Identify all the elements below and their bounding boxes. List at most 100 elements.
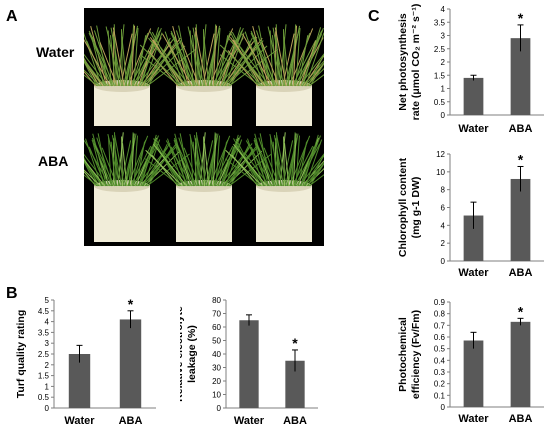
grass-blade [163, 152, 190, 187]
grass-blade [170, 32, 195, 87]
grass-blade [189, 134, 203, 187]
grass-blade [178, 137, 196, 187]
grass-blade [130, 25, 136, 87]
grass-blade [140, 134, 157, 187]
y-tick-label: 0.6 [434, 333, 446, 342]
grass-blade [92, 133, 108, 187]
y-axis-title: Chlorophyll content [397, 157, 409, 257]
grass-blade [300, 27, 324, 87]
y-tick-label: 0 [45, 404, 50, 413]
y-tick-label: 0 [441, 257, 446, 266]
y-axis-title: efficiency (Fv/Fm) [410, 310, 422, 399]
grass-blade [263, 147, 280, 187]
y-tick-label: 4 [441, 5, 446, 14]
grass-blade [181, 41, 200, 87]
grass-blade [91, 137, 115, 187]
x-tick-label: ABA [283, 415, 307, 427]
y-tick-label: 1 [441, 85, 446, 94]
x-tick-label: Water [234, 415, 265, 427]
grass-blade [192, 35, 198, 87]
photo-row-label-water: Water [36, 44, 75, 60]
grass-blade [112, 27, 125, 87]
grass-blade [88, 32, 113, 87]
grass-blade [174, 133, 190, 187]
grass-blade [218, 35, 229, 87]
grass-blade [292, 133, 297, 187]
grass-blade [193, 135, 205, 187]
grass-blade [133, 135, 138, 187]
grass-blade [196, 132, 199, 187]
grass-blade [137, 146, 153, 187]
grass-blade [243, 152, 270, 187]
panel-label-c: C [368, 8, 380, 25]
grass-blade [147, 148, 172, 187]
chart-net-photosynthesis: 0 0.5 1 1.5 2 2.5 3 3.5 4 Water ABA * Net photosynth… [397, 4, 544, 135]
y-tick-label: 1.5 [434, 71, 446, 80]
chart-chlorophyll: 0 2 4 6 8 10 12 Water ABA * Chlorophyll content (mg… [397, 150, 544, 279]
grass-blade [215, 135, 220, 187]
photo-row-label-aba: ABA [38, 153, 69, 169]
grass-blade [133, 28, 139, 87]
grass-blade [170, 30, 197, 87]
grass-blade [224, 158, 261, 187]
bar [239, 320, 259, 408]
pot-body [256, 86, 312, 126]
chart-photochemical-efficiency: 0 0.1 0.2 0.3 0.4 0.5 0.6 0.7 0.8 0.9 Water ABA * Pho… [397, 298, 544, 425]
grass-blade [196, 134, 207, 187]
y-tick-label: 3.5 [434, 18, 446, 27]
y-tick-label: 1 [45, 382, 50, 391]
y-tick-label: 2.5 [38, 350, 50, 359]
x-tick-label: ABA [509, 123, 533, 135]
grass-blade [214, 33, 243, 87]
grass-photo-drawing [57, 24, 359, 242]
grass-blade [228, 37, 268, 87]
y-tick-label: 4.5 [38, 307, 50, 316]
grass-blade [295, 135, 300, 187]
grass-blade [168, 40, 189, 87]
y-tick-label: 0.5 [434, 345, 446, 354]
grass-blade [111, 135, 123, 187]
y-tick-label: 70 [212, 310, 221, 319]
y-tick-label: 0.9 [434, 298, 446, 307]
panel-label-a: A [6, 8, 18, 25]
y-axis-title: Net photosynthesis [397, 13, 409, 111]
x-tick-label: ABA [509, 413, 533, 425]
grass-blade [218, 141, 228, 187]
grass-blade [199, 132, 206, 187]
bar [510, 178, 531, 261]
grass-pot [224, 132, 352, 242]
grass-blade [144, 158, 181, 187]
y-axis-title: (mg g-1 DW) [410, 177, 422, 239]
grass-blade [227, 37, 253, 87]
grass-blade [137, 40, 155, 87]
bar [119, 319, 142, 408]
grass-blade [110, 27, 123, 87]
y-tick-label: 2 [441, 239, 446, 248]
grass-blade [299, 40, 317, 87]
grass-blade [298, 35, 309, 87]
bar [510, 38, 531, 115]
grass-pot [219, 24, 359, 126]
y-tick-label: 50 [212, 337, 221, 346]
grass-blade [283, 36, 290, 87]
grass-blade [79, 33, 111, 87]
y-tick-label: 2.5 [434, 45, 446, 54]
bar [463, 77, 484, 115]
grass-blade [161, 33, 193, 87]
pot-body [94, 186, 150, 242]
grass-blade [302, 134, 319, 187]
grass-blade [276, 132, 279, 187]
y-tick-label: 1.5 [38, 372, 50, 381]
significance-marker: * [518, 10, 524, 26]
grass-blade [96, 137, 114, 187]
grass-blade [267, 26, 283, 87]
x-tick-label: Water [458, 267, 489, 279]
grass-blade [164, 31, 184, 87]
y-tick-label: 4 [441, 221, 446, 230]
y-tick-label: 0 [217, 404, 222, 413]
y-tick-label: 2 [441, 58, 446, 67]
grass-blade [204, 143, 210, 187]
grass-blade [83, 140, 111, 187]
grass-pot [62, 132, 190, 242]
y-tick-label: 60 [212, 323, 221, 332]
